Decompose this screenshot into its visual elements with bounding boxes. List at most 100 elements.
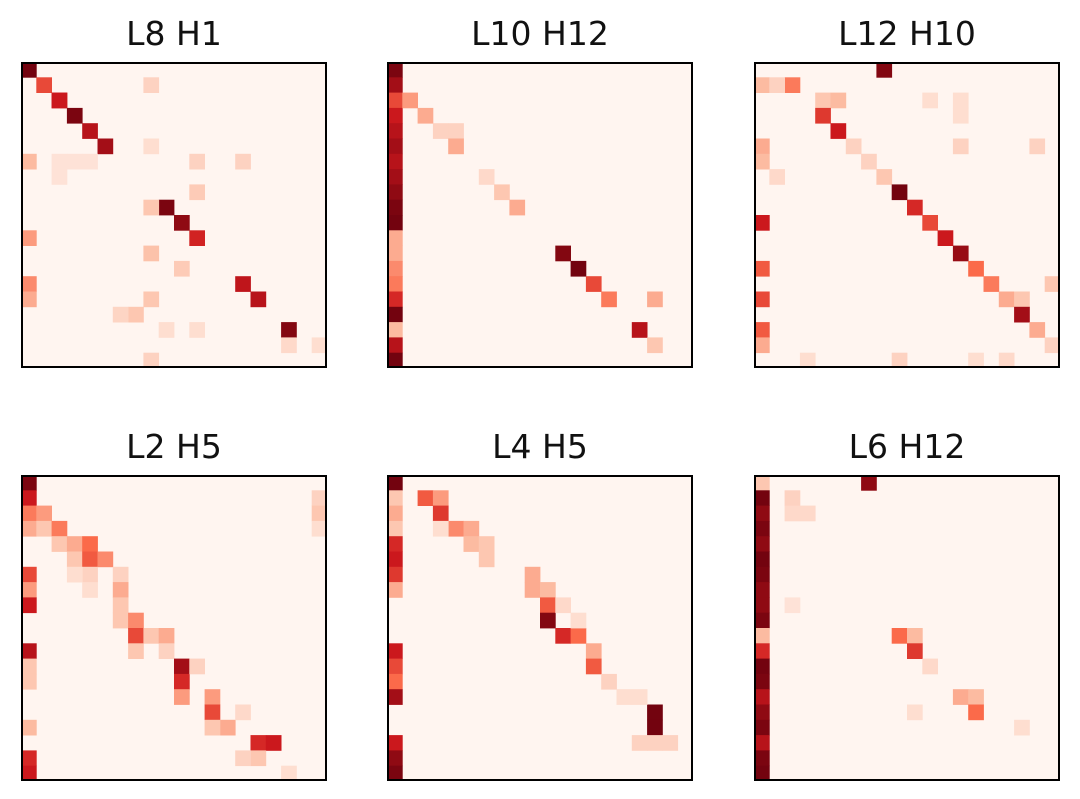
- heatmap-cell: [387, 551, 403, 568]
- heatmap-cell: [876, 62, 893, 78]
- heatmap-cell: [784, 490, 801, 506]
- heatmap-cell: [281, 765, 297, 781]
- heatmap-cell: [907, 643, 923, 659]
- heatmap-cell: [219, 719, 236, 736]
- heatmap-cell: [143, 199, 160, 216]
- heatmap-cell: [250, 735, 267, 751]
- heatmap-cell: [265, 735, 282, 751]
- heatmap-cell: [754, 735, 770, 751]
- heatmap-cell: [952, 92, 969, 109]
- heatmap-cell: [189, 658, 205, 675]
- heatmap-cell: [235, 153, 251, 170]
- heatmap-cell: [112, 566, 129, 583]
- heatmap-cell: [432, 123, 449, 139]
- heatmap-cell: [1014, 719, 1030, 736]
- heatmap-cell: [952, 245, 969, 262]
- heatmap-cell: [432, 505, 449, 522]
- heatmap-cell: [21, 490, 37, 506]
- heatmap-plot: [387, 475, 693, 781]
- heatmap-cell: [754, 628, 770, 644]
- heatmap-cell: [570, 260, 587, 277]
- heatmap-cell: [51, 536, 68, 552]
- heatmap-cell: [799, 352, 816, 368]
- heatmap-cell: [922, 658, 938, 675]
- heatmap-cell: [387, 750, 403, 767]
- heatmap-cell: [754, 750, 770, 767]
- heatmap-cell: [815, 92, 831, 109]
- heatmap-cell: [174, 689, 190, 705]
- chart-title: L10 H12: [471, 14, 609, 53]
- heatmap-cell: [1044, 276, 1060, 292]
- heatmap-cell: [51, 153, 68, 170]
- heatmap-cell: [402, 92, 418, 109]
- heatmap-cell: [21, 597, 37, 614]
- heatmap-cell: [585, 276, 602, 292]
- heatmap-cell: [448, 123, 464, 139]
- heatmap-cell: [66, 153, 83, 170]
- heatmap-cell: [998, 352, 1015, 368]
- heatmap-cell: [66, 536, 83, 552]
- chart-title: L6 H12: [848, 427, 966, 466]
- heatmap-cell: [21, 291, 37, 308]
- heatmap-cell: [754, 153, 770, 170]
- heatmap-cell: [907, 628, 923, 644]
- heatmap-cell: [754, 490, 770, 506]
- chart-title: L8 H1: [126, 14, 222, 53]
- heatmap-cell: [387, 169, 403, 185]
- heatmap-cell: [250, 291, 267, 308]
- heatmap-cell: [830, 92, 847, 109]
- heatmap-cell: [21, 505, 37, 522]
- heatmap-cell: [189, 153, 205, 170]
- heatmap-cell: [509, 199, 526, 216]
- heatmap-cell: [952, 138, 969, 155]
- heatmap-cell: [784, 77, 801, 93]
- heatmap-cell: [647, 735, 663, 751]
- heatmap-cell: [143, 628, 160, 644]
- heatmap-cell: [662, 735, 679, 751]
- heatmap-cell: [21, 153, 37, 170]
- heatmap-background: [387, 62, 693, 368]
- heatmap-cell: [235, 704, 251, 721]
- heatmap-cell: [754, 551, 770, 568]
- heatmap-cell: [754, 291, 770, 308]
- heatmap-cell: [448, 520, 464, 537]
- heatmap-cell: [891, 352, 908, 368]
- heatmap-cell: [51, 520, 68, 537]
- heatmap-cell: [968, 704, 984, 721]
- heatmap-cell: [861, 475, 877, 491]
- heatmap-cell: [922, 215, 938, 231]
- heatmap-cell: [158, 643, 175, 659]
- heatmap-cell: [478, 536, 495, 552]
- heatmap-cell: [158, 199, 175, 216]
- heatmap-svg: [754, 62, 1060, 368]
- heatmap-cell: [21, 765, 37, 781]
- heatmap-cell: [540, 597, 556, 614]
- plot-frame: [754, 62, 1060, 368]
- heatmap-cell: [235, 750, 251, 767]
- heatmap-cell: [21, 750, 37, 767]
- heatmap-cell: [112, 306, 129, 323]
- heatmap-svg: [21, 475, 327, 781]
- heatmap-cell: [907, 199, 923, 216]
- heatmap-cell: [616, 689, 633, 705]
- heatmap-cell: [143, 245, 160, 262]
- heatmap-cell: [189, 230, 205, 246]
- heatmap-cell: [174, 260, 190, 277]
- heatmap-cell: [21, 520, 37, 537]
- heatmap-cell: [387, 306, 403, 323]
- heatmap-cell: [754, 582, 770, 598]
- heatmap-cell: [754, 566, 770, 583]
- heatmap-cell: [647, 337, 663, 354]
- heatmap-cell: [51, 92, 68, 109]
- heatmap-cell: [647, 704, 663, 721]
- heatmap-cell: [983, 276, 1000, 292]
- heatmap-cell: [21, 673, 37, 690]
- heatmap-cell: [754, 337, 770, 354]
- heatmap-cell: [845, 138, 862, 155]
- heatmap-cell: [112, 582, 129, 598]
- heatmap-cell: [876, 169, 893, 185]
- heatmap-cell: [754, 475, 770, 491]
- heatmap-cell: [387, 138, 403, 155]
- heatmap-cell: [1029, 322, 1046, 338]
- heatmap-cell: [387, 230, 403, 246]
